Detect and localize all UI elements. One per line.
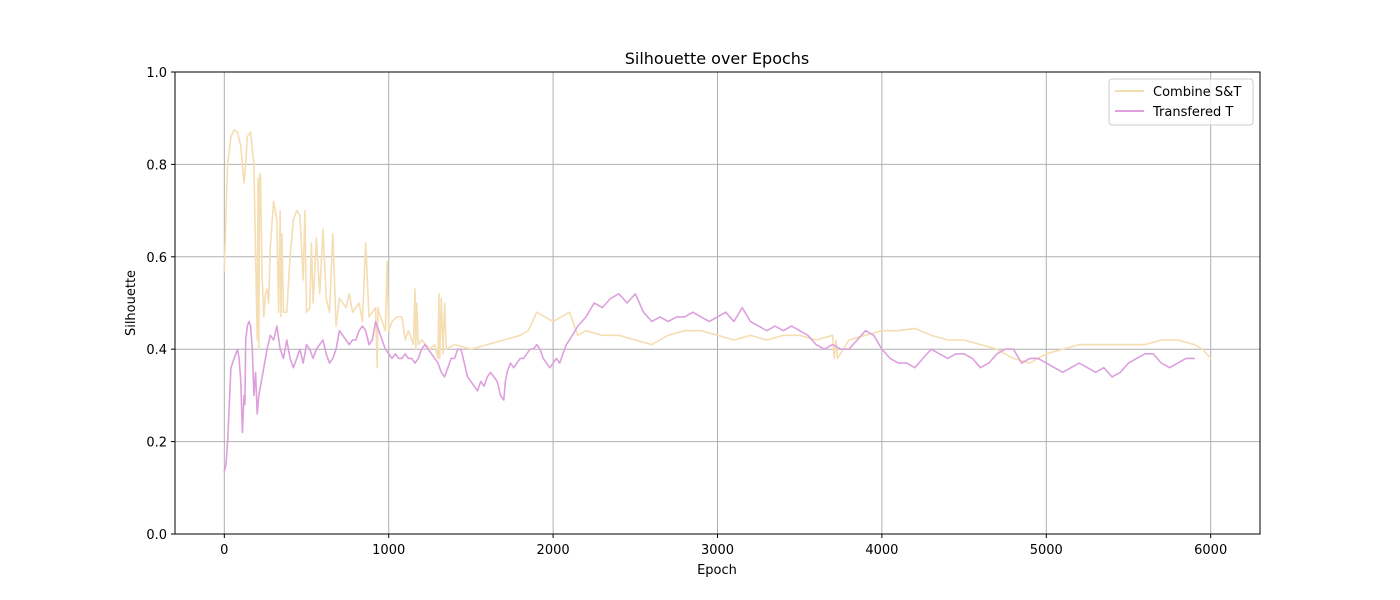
y-tick-label: 0.8 bbox=[146, 158, 167, 173]
series-line-transfered bbox=[223, 292, 1195, 473]
series-layer bbox=[223, 129, 1212, 473]
y-tick-label: 1.0 bbox=[146, 66, 167, 81]
x-tick-label: 2000 bbox=[537, 543, 570, 558]
legend: Combine S&T Transfered T bbox=[1108, 78, 1254, 126]
y-tick-label: 0.2 bbox=[146, 436, 167, 451]
y-axis-label: Silhouette bbox=[124, 270, 139, 336]
x-tick-label: 6000 bbox=[1194, 543, 1227, 558]
y-axis: 0.0 0.2 0.4 0.6 0.8 1.0 bbox=[146, 66, 175, 543]
x-tick-label: 3000 bbox=[701, 543, 734, 558]
y-tick-label: 0.4 bbox=[146, 343, 167, 358]
x-tick-label: 0 bbox=[220, 543, 228, 558]
x-tick-label: 1000 bbox=[372, 543, 405, 558]
y-tick-label: 0.6 bbox=[146, 251, 167, 266]
x-axis: 0 1000 2000 3000 4000 5000 6000 bbox=[220, 534, 1227, 558]
chart-title: Silhouette over Epochs bbox=[625, 49, 810, 68]
legend-frame bbox=[1108, 78, 1254, 126]
legend-label-transfered: Transfered T bbox=[1152, 105, 1233, 120]
x-axis-label: Epoch bbox=[697, 563, 737, 578]
y-tick-label: 0.0 bbox=[146, 528, 167, 543]
x-tick-label: 5000 bbox=[1030, 543, 1063, 558]
x-tick-label: 4000 bbox=[865, 543, 898, 558]
legend-label-combine: Combine S&T bbox=[1153, 85, 1241, 100]
series-line-combine bbox=[223, 129, 1212, 369]
